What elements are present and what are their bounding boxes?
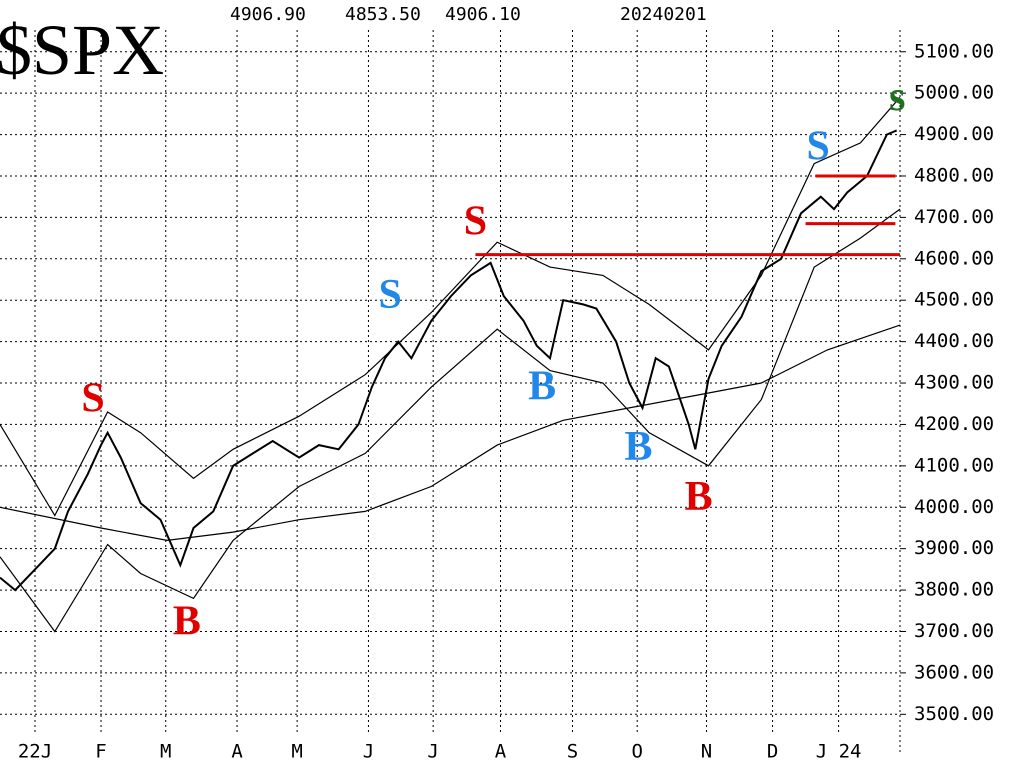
y-tick-label: 4200.00 [914, 413, 994, 435]
y-tick-label: 4100.00 [914, 454, 994, 476]
y-tick-label: 4800.00 [914, 164, 994, 186]
y-tick-label: 3800.00 [914, 579, 994, 601]
y-tick-label: 4500.00 [914, 289, 994, 311]
signal-label: B [685, 474, 713, 520]
x-tick-label: N [701, 741, 712, 763]
x-tick-label: F [95, 741, 106, 763]
x-tick-label: 22J [18, 741, 52, 763]
x-tick-label: D [767, 741, 778, 763]
price-line [0, 208, 901, 633]
signal-label: s [889, 74, 905, 120]
signal-label: S [81, 376, 104, 422]
y-tick-label: 3900.00 [914, 537, 994, 559]
y-tick-label: 5100.00 [914, 40, 994, 62]
x-tick-label: J 24 [816, 741, 862, 763]
signal-label: S [806, 124, 829, 170]
signal-label: B [173, 598, 201, 644]
x-tick-label: J [363, 741, 374, 763]
y-tick-label: 4600.00 [914, 247, 994, 269]
header-value: 4906.90 [230, 4, 306, 25]
y-tick-label: 4400.00 [914, 330, 994, 352]
signal-label: S [464, 198, 487, 244]
header-value: 20240201 [620, 4, 707, 25]
x-tick-label: A [231, 741, 243, 763]
y-tick-label: 5000.00 [914, 82, 994, 104]
x-tick-label: M [291, 741, 302, 763]
y-tick-label: 3500.00 [914, 703, 994, 725]
signal-label: S [379, 272, 402, 318]
price-line [0, 324, 901, 542]
x-tick-label: S [567, 741, 578, 763]
y-tick-label: 4900.00 [914, 123, 994, 145]
x-tick-label: O [631, 741, 642, 763]
price-line [0, 129, 898, 592]
y-tick-label: 4300.00 [914, 372, 994, 394]
x-tick-label: A [495, 741, 507, 763]
price-line [0, 96, 901, 517]
y-tick-label: 4000.00 [914, 496, 994, 518]
y-tick-label: 3700.00 [914, 620, 994, 642]
y-tick-label: 4700.00 [914, 206, 994, 228]
header-value: 4906.10 [445, 4, 521, 25]
signal-label: B [625, 424, 653, 470]
header-value: 4853.50 [345, 4, 421, 25]
x-tick-label: J [427, 741, 438, 763]
y-tick-label: 3600.00 [914, 661, 994, 683]
chart-title: $SPX [0, 10, 164, 90]
signal-label: B [528, 364, 556, 410]
x-tick-label: M [160, 741, 171, 763]
